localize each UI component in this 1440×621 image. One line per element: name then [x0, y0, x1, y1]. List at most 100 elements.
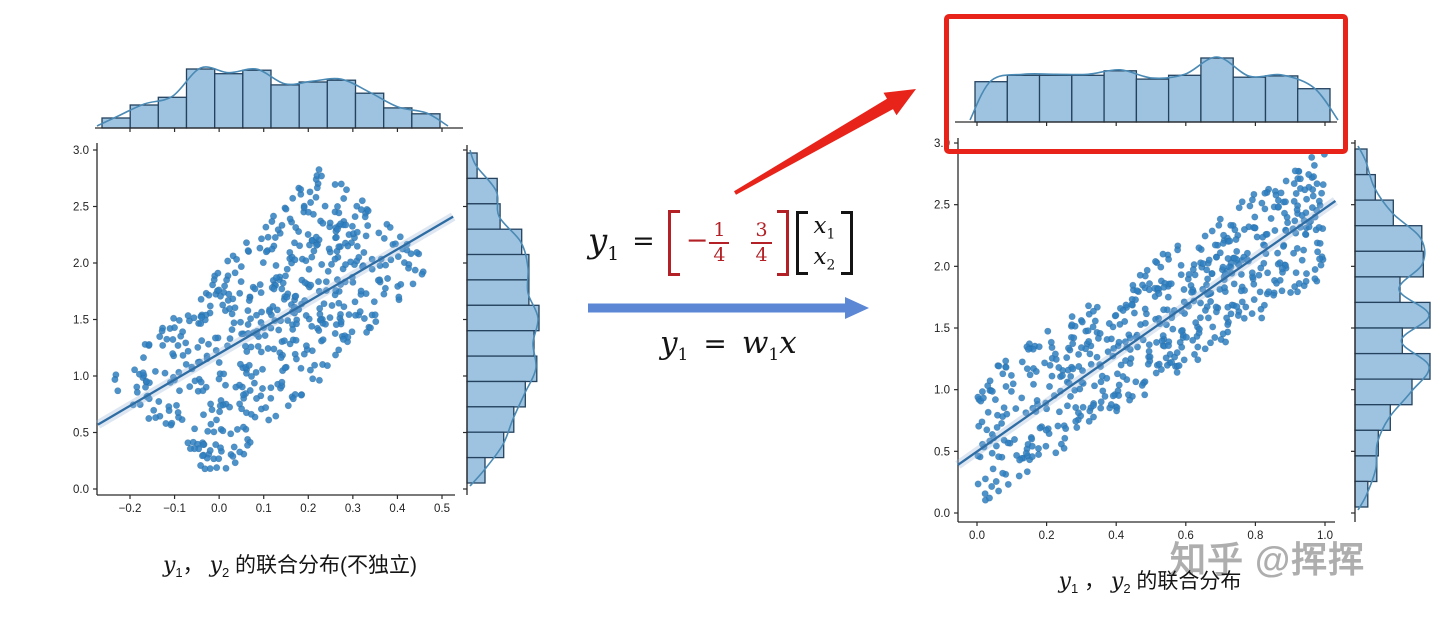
hist-bar	[466, 380, 526, 408]
compact-w-sub: 1	[768, 345, 780, 366]
frac1-den: 4	[709, 242, 730, 267]
compact-w-var: w	[741, 325, 769, 361]
left-caption-comma: ，	[182, 554, 210, 577]
right-caption-var2: y	[1110, 569, 1124, 594]
scatter-points	[974, 150, 1328, 504]
x-tick-label: 0.3	[345, 503, 361, 515]
hist-bar	[411, 113, 441, 129]
hist-bar	[214, 73, 244, 129]
y-tick-label: 2.0	[73, 258, 89, 270]
left-caption-sub1: 1	[175, 565, 183, 581]
hist-bar	[466, 431, 505, 459]
y-tick-label: 0.0	[934, 508, 950, 520]
x2-var: x	[813, 244, 827, 270]
y-tick-label: 2.5	[934, 200, 950, 212]
frac2-den: 4	[751, 242, 772, 267]
right-bracket-red	[776, 210, 789, 276]
x-tick-label: 1.0	[1317, 530, 1333, 542]
hist-bar	[466, 203, 501, 230]
left-caption: y1， y2 的联合分布(不独立)	[55, 549, 525, 580]
left-caption-text: 的联合分布(不独立)	[229, 554, 418, 577]
left-bracket-red	[667, 210, 680, 276]
y-tick-label: 2.0	[934, 261, 950, 273]
regression-line	[97, 215, 454, 426]
red-arrow	[734, 89, 916, 195]
hist-bar	[466, 304, 540, 332]
hist-bar	[242, 69, 272, 129]
matrix-eq-lhs: y1	[588, 221, 619, 265]
frac1-num: 1	[713, 219, 726, 242]
x-tick-label: 0.0	[211, 503, 227, 515]
x-tick-label: 0.1	[256, 503, 272, 515]
vector-row-x2: x2	[814, 243, 836, 274]
kde-curve-top	[96, 66, 449, 127]
lhs-var: y	[588, 221, 608, 262]
right-histogram	[463, 145, 540, 495]
left-caption-var1: y	[162, 553, 176, 578]
input-vector: x1 x2	[795, 211, 854, 275]
hist-bar	[466, 253, 530, 281]
main-axes: 3.0 2.5 2.0 1.5 1.0 0.5 0.0 −0.2 −0.1 0.0 0.1 0.2 0.…	[73, 143, 455, 515]
x-tick-label: 0.2	[1039, 530, 1055, 542]
right-caption-var1: y	[1058, 569, 1071, 594]
hist-bar	[466, 279, 530, 306]
highlight-rect	[944, 14, 1348, 154]
vector-row-x1: x1	[814, 212, 836, 243]
hist-bar	[1354, 404, 1391, 431]
y-tick-label: 0.5	[934, 446, 950, 458]
x-tick-label: 0.6	[1178, 530, 1194, 542]
hist-bar	[1354, 301, 1431, 329]
left-jointplot: 3.0 2.5 2.0 1.5 1.0 0.5 0.0 −0.2 −0.1 0.0 0.1 0.2 0.…	[73, 66, 540, 515]
hist-bar	[1354, 199, 1394, 227]
x2-sub: 2	[826, 257, 836, 274]
y-tick-label: 2.5	[73, 202, 89, 214]
compact-x-var: x	[779, 325, 797, 361]
frac2-num: 3	[755, 219, 768, 242]
y-tick-label: 0.5	[73, 428, 89, 440]
hist-bar	[1200, 57, 1234, 123]
hist-bar	[1354, 173, 1376, 201]
left-bracket-black	[795, 211, 808, 275]
x-tick-label: 0.2	[300, 503, 316, 515]
top-histogram	[955, 56, 1339, 126]
x-tick-label: 0.4	[1108, 530, 1125, 542]
scatter-points	[111, 166, 427, 473]
y-tick-label: 3.0	[73, 145, 89, 157]
right-histogram	[1351, 140, 1431, 522]
kde-curve-right	[1357, 145, 1430, 511]
compact-equation: y1 = w1x	[660, 325, 797, 365]
hist-bar	[157, 96, 188, 129]
hist-bar	[383, 107, 413, 129]
y-tick-label: 1.5	[934, 323, 950, 335]
hist-bar	[466, 330, 535, 357]
y-tick-label: 1.0	[73, 371, 89, 383]
hist-bar	[185, 68, 216, 129]
compact-lhs-var: y	[660, 325, 678, 361]
compact-equals: =	[703, 327, 727, 360]
blue-arrow	[588, 297, 869, 319]
hist-bar	[466, 177, 498, 205]
right-caption-sub1: 1	[1070, 581, 1079, 597]
kde-curve-right	[469, 149, 539, 487]
minus-sign: −	[685, 224, 709, 256]
lhs-sub: 1	[607, 243, 620, 265]
x-tick-label: −0.2	[119, 503, 142, 515]
watermark: 知乎 @挥挥	[1170, 539, 1366, 580]
x1-sub: 1	[826, 226, 836, 243]
hist-bar	[1297, 88, 1331, 123]
vector-column: x1 x2	[813, 212, 837, 275]
regression-line	[957, 200, 1337, 466]
hist-bar	[466, 355, 538, 383]
right-caption-sub2: 2	[1123, 581, 1131, 597]
top-histogram	[95, 66, 463, 132]
hist-bar	[1354, 352, 1431, 380]
right-caption-comma: ，	[1078, 570, 1111, 593]
y-tick-label: 1.5	[73, 315, 89, 327]
left-caption-var2: y	[209, 553, 222, 578]
hist-bar	[1264, 75, 1299, 123]
hist-bar	[101, 117, 131, 129]
kde-curve-top	[969, 56, 1339, 121]
